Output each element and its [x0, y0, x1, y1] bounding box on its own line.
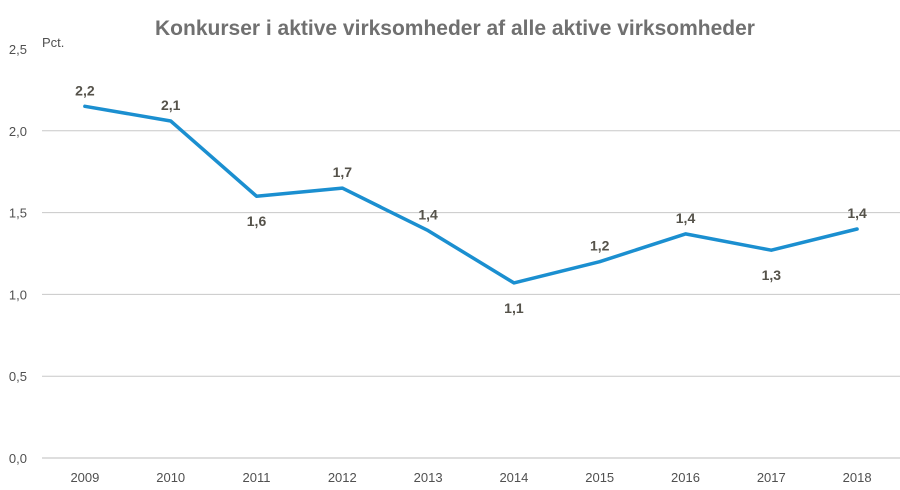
x-tick-label: 2017: [757, 470, 786, 485]
x-tick-label: 2010: [156, 470, 185, 485]
data-label: 1,4: [418, 207, 438, 223]
x-tick-label: 2018: [843, 470, 872, 485]
y-tick-label: 1,0: [9, 287, 27, 302]
gridlines: [42, 130, 900, 459]
y-axis-tick-labels: 0,0 0,5 1,0 1,5 2,0 2,5: [9, 42, 27, 466]
data-label: 1,6: [247, 213, 267, 229]
x-tick-label: 2014: [499, 470, 528, 485]
chart-title: Konkurser i aktive virksomheder af alle …: [155, 17, 755, 40]
data-label: 1,3: [762, 267, 782, 283]
data-label: 2,1: [161, 97, 181, 113]
unit-label: Pct.: [42, 35, 64, 50]
data-labels: 2,2 2,1 1,6 1,7 1,4 1,1 1,2 1,4 1,3 1,4: [75, 82, 867, 316]
y-tick-label: 2,0: [9, 124, 27, 139]
y-tick-label: 0,5: [9, 369, 27, 384]
x-tick-label: 2013: [414, 470, 443, 485]
data-label: 1,1: [504, 300, 524, 316]
series-line: [83, 104, 859, 285]
x-tick-label: 2016: [671, 470, 700, 485]
y-tick-label: 1,5: [9, 206, 27, 221]
x-tick-label: 2012: [328, 470, 357, 485]
x-tick-label: 2015: [585, 470, 614, 485]
series-layer: [83, 104, 859, 285]
data-label: 1,7: [333, 164, 353, 180]
data-label: 2,2: [75, 82, 95, 98]
x-axis-tick-labels: 2009 2010 2011 2012 2013 2014 2015 2016 2017 2018: [70, 470, 871, 485]
data-label: 1,4: [676, 210, 696, 226]
y-tick-label: 0,0: [9, 451, 27, 466]
data-label: 1,2: [590, 238, 610, 254]
y-tick-label: 2,5: [9, 42, 27, 57]
x-tick-label: 2011: [243, 470, 271, 485]
x-tick-label: 2009: [70, 470, 99, 485]
data-label: 1,4: [847, 205, 867, 221]
